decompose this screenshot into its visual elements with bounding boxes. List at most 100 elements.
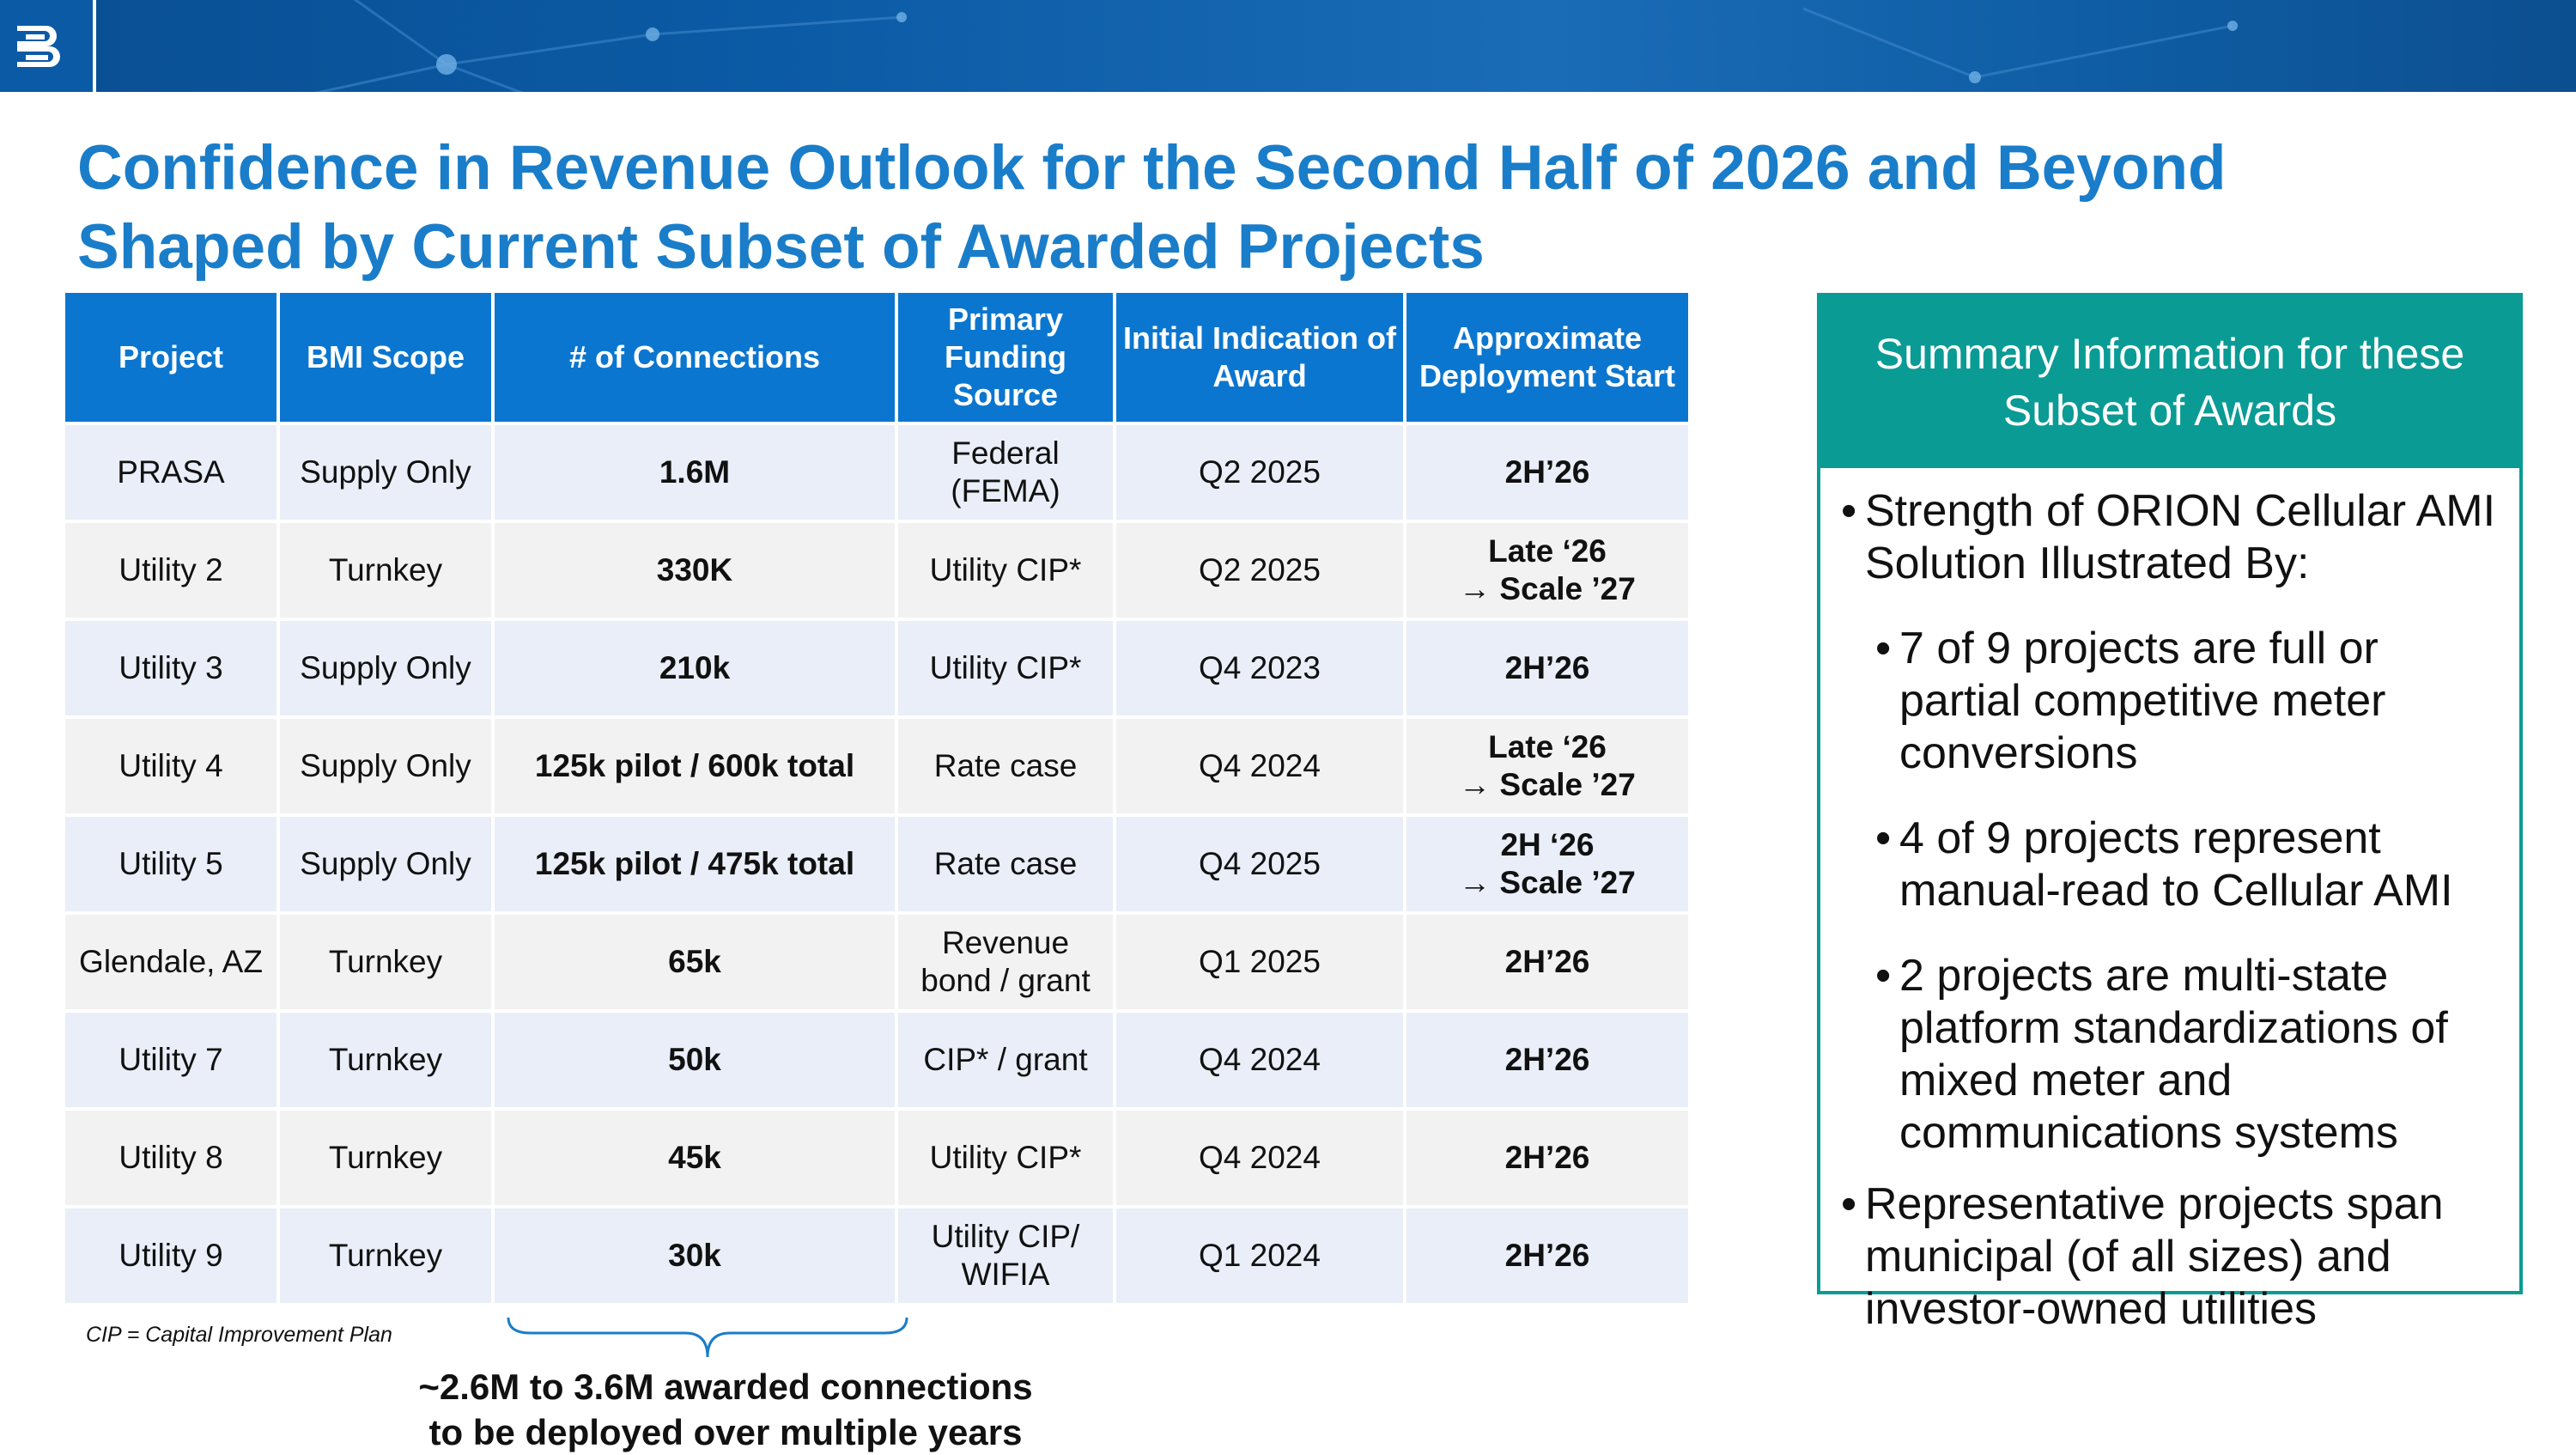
cell-bmi-scope: Turnkey — [280, 915, 491, 1009]
cell-funding-source: Federal (FEMA) — [898, 425, 1113, 520]
column-header-funding-source: Primary Funding Source — [898, 293, 1113, 422]
table-row: Utility 3 Supply Only 210k Utility CIP* Q4 2… — [65, 621, 1688, 715]
cell-bmi-scope: Turnkey — [280, 523, 491, 618]
cell-deployment-start: 2H’26 — [1406, 425, 1688, 520]
deployment-start-line-1: 2H’26 — [1504, 1140, 1590, 1175]
summary-sub-bullet: • 2 projects are multi-state platform sta… — [1841, 950, 2502, 1160]
cell-funding-source: Rate case — [898, 817, 1113, 911]
cell-funding-source: Utility CIP* — [898, 523, 1113, 618]
cell-bmi-scope: Supply Only — [280, 817, 491, 911]
deployment-start-line-1: Late ‘26 — [1488, 533, 1607, 569]
company-logo-icon — [17, 25, 60, 67]
deployment-start-line-1: 2H ‘26 — [1500, 827, 1595, 862]
cell-deployment-start: 2H’26 — [1406, 1111, 1688, 1205]
summary-bullet: • Strength of ORION Cellular AMI Solution… — [1841, 485, 2502, 590]
cell-connections: 125k pilot / 475k total — [495, 817, 895, 911]
table-row: Glendale, AZ Turnkey 65k Revenue bond / gra… — [65, 915, 1688, 1009]
cell-project: Glendale, AZ — [65, 915, 276, 1009]
cell-bmi-scope: Supply Only — [280, 425, 491, 520]
cell-deployment-start: 2H’26 — [1406, 915, 1688, 1009]
table-row: PRASA Supply Only 1.6M Federal (FEMA) Q2 202… — [65, 425, 1688, 520]
cell-funding-source: Utility CIP* — [898, 1111, 1113, 1205]
connections-summary-line-1: ~2.6M to 3.6M awarded connections — [418, 1367, 1033, 1407]
deployment-start-line-1: Late ‘26 — [1488, 729, 1607, 764]
logo-container — [0, 0, 96, 92]
cell-bmi-scope: Turnkey — [280, 1013, 491, 1107]
table-row: Utility 7 Turnkey 50k CIP* / grant Q4 2024 2H… — [65, 1013, 1688, 1107]
connections-brace-graphic — [507, 1317, 908, 1358]
footnote: CIP = Capital Improvement Plan — [86, 1323, 392, 1347]
column-header-bmi-scope: BMI Scope — [280, 293, 491, 422]
deployment-start-line-1: 2H’26 — [1504, 454, 1590, 490]
cell-bmi-scope: Supply Only — [280, 621, 491, 715]
cell-project: Utility 4 — [65, 719, 276, 813]
cell-award: Q1 2025 — [1116, 915, 1403, 1009]
cell-award: Q4 2025 — [1116, 817, 1403, 911]
cell-deployment-start: 2H’26 — [1406, 1208, 1688, 1303]
table-row: Utility 4 Supply Only 125k pilot / 600k to… — [65, 719, 1688, 813]
cell-connections: 30k — [495, 1208, 895, 1303]
cell-award: Q4 2024 — [1116, 1013, 1403, 1107]
table-row: Utility 5 Supply Only 125k pilot / 475k to… — [65, 817, 1688, 911]
top-banner — [0, 0, 2576, 92]
cell-project: Utility 9 — [65, 1208, 276, 1303]
cell-funding-source: Revenue bond / grant — [898, 915, 1113, 1009]
cell-award: Q1 2024 — [1116, 1208, 1403, 1303]
cell-project: PRASA — [65, 425, 276, 520]
connections-summary-line-2: to be deployed over multiple years — [428, 1412, 1023, 1452]
cell-project: Utility 2 — [65, 523, 276, 618]
cell-deployment-start: 2H ‘26 → Scale ’27 — [1406, 817, 1688, 911]
summary-header-line-2: Subset of Awards — [2002, 387, 2337, 435]
bullet-icon: • — [1875, 813, 1892, 863]
cell-project: Utility 3 — [65, 621, 276, 715]
cell-connections: 330K — [495, 523, 895, 618]
cell-project: Utility 7 — [65, 1013, 276, 1107]
table-row: Utility 9 Turnkey 30k Utility CIP/ WIFIA Q1 … — [65, 1208, 1688, 1303]
cell-award: Q4 2024 — [1116, 719, 1403, 813]
cell-project: Utility 8 — [65, 1111, 276, 1205]
cell-bmi-scope: Turnkey — [280, 1111, 491, 1205]
cell-funding-source: Rate case — [898, 719, 1113, 813]
cell-funding-source: Utility CIP/ WIFIA — [898, 1208, 1113, 1303]
connections-summary-label: ~2.6M to 3.6M awarded connections to be … — [361, 1364, 1091, 1455]
slide-title: Confidence in Revenue Outlook for the Se… — [77, 129, 2396, 287]
deployment-start-line-1: 2H’26 — [1504, 1238, 1590, 1273]
cell-award: Q2 2025 — [1116, 523, 1403, 618]
cell-bmi-scope: Turnkey — [280, 1208, 491, 1303]
table-row: Utility 8 Turnkey 45k Utility CIP* Q4 2024 2H… — [65, 1111, 1688, 1205]
cell-bmi-scope: Supply Only — [280, 719, 491, 813]
deployment-start-line-1: 2H’26 — [1504, 650, 1590, 685]
awards-table-container: Project BMI Scope # of Connections Prima… — [65, 293, 1692, 1303]
cell-funding-source: Utility CIP* — [898, 621, 1113, 715]
title-line-2: Shaped by Current Subset of Awarded Proj… — [77, 212, 1485, 282]
awards-table: Project BMI Scope # of Connections Prima… — [62, 289, 1692, 1306]
cell-deployment-start: Late ‘26 → Scale ’27 — [1406, 719, 1688, 813]
deployment-start-line-2: → Scale ’27 — [1459, 767, 1636, 802]
summary-sub-bullet-text: 7 of 9 projects are full or partial comp… — [1899, 624, 2386, 778]
summary-panel-body: • Strength of ORION Cellular AMI Solution… — [1841, 485, 2502, 1368]
summary-panel: Summary Information for these Subset of … — [1817, 293, 2523, 1334]
summary-panel-header: Summary Information for these Subset of … — [1820, 296, 2519, 468]
cell-deployment-start: Late ‘26 → Scale ’27 — [1406, 523, 1688, 618]
column-header-connections: # of Connections — [495, 293, 895, 422]
deployment-start-line-1: 2H’26 — [1504, 944, 1590, 979]
cell-connections: 1.6M — [495, 425, 895, 520]
network-pattern-graphic — [314, 0, 2238, 92]
summary-bullet-text: Representative projects span municipal (… — [1865, 1179, 2444, 1334]
cell-award: Q2 2025 — [1116, 425, 1403, 520]
cell-deployment-start: 2H’26 — [1406, 1013, 1688, 1107]
cell-award: Q4 2024 — [1116, 1111, 1403, 1205]
bullet-icon: • — [1875, 951, 1892, 1001]
summary-header-line-1: Summary Information for these — [1874, 330, 2465, 378]
cell-connections: 125k pilot / 600k total — [495, 719, 895, 813]
summary-sub-bullet-text: 2 projects are multi-state platform stan… — [1899, 951, 2448, 1158]
deployment-start-line-2: → Scale ’27 — [1459, 865, 1636, 900]
summary-sub-bullet: • 7 of 9 projects are full or partial com… — [1841, 623, 2502, 780]
cell-funding-source: CIP* / grant — [898, 1013, 1113, 1107]
column-header-award: Initial Indication of Award — [1116, 293, 1403, 422]
deployment-start-line-1: 2H’26 — [1504, 1042, 1590, 1077]
cell-deployment-start: 2H’26 — [1406, 621, 1688, 715]
bullet-icon: • — [1841, 1179, 1857, 1229]
cell-connections: 45k — [495, 1111, 895, 1205]
summary-sub-bullet-text: 4 of 9 projects represent manual-read to… — [1899, 813, 2453, 916]
